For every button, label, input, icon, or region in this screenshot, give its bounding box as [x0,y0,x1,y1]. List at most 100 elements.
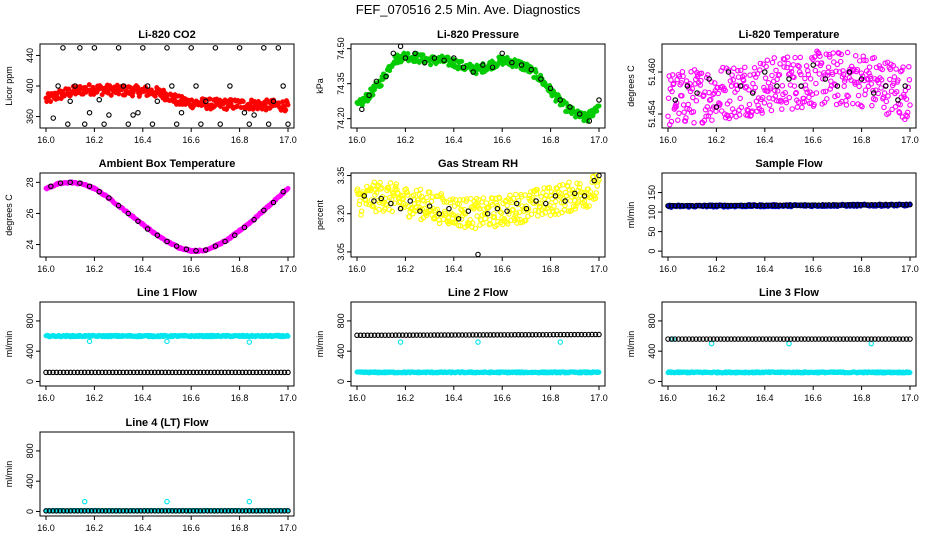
x-tick-label: 16.8 [542,264,560,274]
x-tick-label: 16.0 [348,135,366,145]
data-point [897,101,903,108]
data-point [546,184,553,191]
data-point [889,106,895,113]
data-point [193,248,199,254]
data-point [780,202,787,209]
data-point [448,212,455,218]
data-point [865,202,871,208]
data-point [510,206,516,213]
x-tick-label: 16.8 [231,393,249,403]
data-point [504,208,510,214]
data-point [562,198,568,204]
data-point [378,83,384,89]
data-point [66,86,72,92]
data-point [809,202,815,208]
data-point [833,68,839,75]
data-point [774,83,780,89]
data-point [714,202,720,209]
y-axis-label: ml/min [315,331,325,358]
data-point [903,96,910,102]
data-point [377,186,384,192]
data-point [198,121,204,127]
data-point [361,193,368,199]
y-axis-label: percent [315,199,325,230]
data-point [836,69,843,75]
x-tick-label: 16.2 [397,393,415,403]
data-point [436,220,443,227]
data-point [803,63,810,69]
data-point [676,110,682,117]
data-point [754,71,761,77]
data-point [876,80,882,86]
data-point [370,204,377,210]
x-tick-label: 16.8 [231,523,249,533]
y-tick-label: 28 [25,177,35,187]
x-tick-label: 16.2 [397,135,415,145]
data-point [523,205,530,212]
data-point [675,203,682,209]
data-point [789,106,795,112]
panel-title: Ambient Box Temperature [99,158,236,170]
data-point [164,45,170,51]
data-point [489,64,496,71]
y-tick-label: 800 [25,313,35,328]
data-point [906,77,913,83]
data-point [778,99,784,105]
data-point [366,92,372,99]
data-point [823,51,830,57]
y-tick-label: 400 [25,344,35,359]
data-point [796,63,802,70]
data-point [799,104,805,111]
data-point [77,45,83,51]
x-tick-label: 16.0 [659,135,677,145]
data-point [883,83,889,89]
data-point [494,205,501,212]
y-tick-label: 400 [25,474,35,489]
y-tick-label: 50 [647,227,657,237]
data-point [144,226,151,232]
data-point [786,94,793,101]
data-point [475,251,481,258]
panel-title: Line 4 (LT) Flow [126,417,209,429]
data-point [863,57,869,64]
data-point [679,93,685,99]
data-point [802,202,808,208]
data-point [285,185,291,191]
data-point [826,54,833,60]
data-point [837,202,843,208]
data-point [749,202,755,209]
data-point [183,246,190,252]
y-tick-label: 440 [25,48,35,63]
data-point [867,73,873,80]
data-point [706,76,712,82]
data-point [680,73,686,80]
data-point [358,208,365,214]
data-point [889,201,896,208]
data-point [552,198,559,205]
data-point [460,64,467,71]
data-point [681,109,687,116]
data-point [161,87,167,93]
data-point [804,89,810,95]
data-point [222,238,228,245]
data-point [834,83,841,89]
data-point [513,210,520,216]
data-point [538,76,544,82]
data-point [859,103,865,110]
data-point [534,186,540,193]
data-point [386,186,392,192]
data-point [805,71,812,78]
data-point [777,61,783,67]
x-tick-label: 16.6 [493,393,511,403]
data-point [887,66,894,73]
data-point [55,83,61,89]
data-point [752,84,758,91]
data-point [822,76,829,82]
data-point [518,62,525,68]
data-point [830,202,836,208]
data-point [698,70,705,76]
data-point [734,86,741,93]
data-point [359,106,365,113]
data-point [596,369,602,375]
y-axis-label: degrees C [626,65,636,107]
